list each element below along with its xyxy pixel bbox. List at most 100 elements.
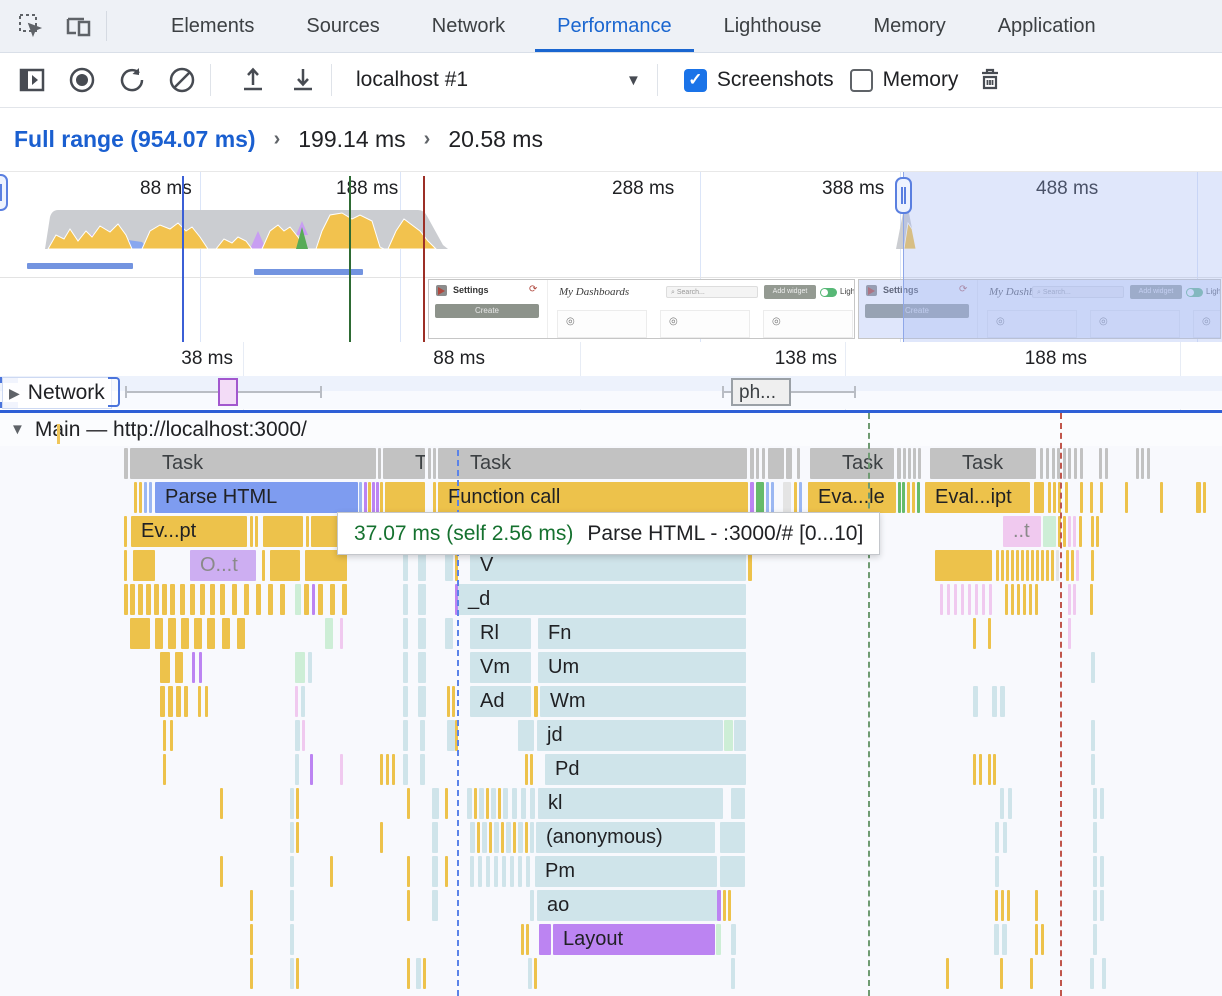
flame-bar-sliver[interactable]	[407, 788, 410, 819]
flame-bar-sliver[interactable]	[1091, 652, 1095, 683]
flame-bar-sliver[interactable]	[445, 618, 453, 649]
flame-bar-sliver[interactable]	[1091, 720, 1095, 751]
flame-bar-sliver[interactable]	[255, 516, 258, 547]
flame-bar-sliver[interactable]	[1090, 958, 1094, 989]
flame-bar-sliver[interactable]	[1035, 890, 1038, 921]
flame-bar-sliver[interactable]	[139, 482, 142, 513]
flame-bar-sliver[interactable]	[1056, 550, 1059, 581]
flame-bar-sliver[interactable]	[1058, 482, 1061, 513]
flame-bar-sliver[interactable]	[734, 720, 746, 751]
flame-bar-sliver[interactable]	[1076, 550, 1079, 581]
flame-bar-sliver[interactable]	[530, 822, 534, 853]
flame-bar-sliver[interactable]	[526, 856, 530, 887]
flame-bar[interactable]: Wm	[540, 686, 746, 717]
flame-bar-sliver[interactable]	[168, 686, 173, 717]
flame-bar-sliver[interactable]	[988, 754, 991, 785]
network-request-bar[interactable]: ph...	[731, 378, 791, 406]
flame-bar-sliver[interactable]	[210, 584, 215, 615]
track-resize-handle[interactable]	[108, 377, 120, 407]
flame-bar-sliver[interactable]	[170, 584, 175, 615]
flame-bar-sliver[interactable]	[1036, 550, 1039, 581]
network-track-header[interactable]: ▶ Network	[2, 377, 112, 409]
flame-bar-sliver[interactable]	[1000, 788, 1004, 819]
flame-bar-sliver[interactable]	[1057, 448, 1060, 479]
flame-bar-sliver[interactable]	[1035, 584, 1038, 615]
flame-bar-sliver[interactable]	[403, 652, 408, 683]
flame-bar-sliver[interactable]	[392, 754, 395, 785]
flame-bar-sliver[interactable]	[723, 890, 726, 921]
save-profile-icon[interactable]	[285, 62, 321, 98]
tab-application[interactable]: Application	[997, 15, 1096, 37]
flame-bar-sliver[interactable]	[385, 482, 425, 513]
flame-bar-sliver[interactable]	[380, 822, 383, 853]
flame-bar-sliver[interactable]	[940, 584, 943, 615]
flame-bar-sliver[interactable]	[1002, 924, 1007, 955]
flame-bar-sliver[interactable]	[996, 550, 999, 581]
flame-bar-sliver[interactable]	[912, 482, 915, 513]
flame-bar-sliver[interactable]	[982, 584, 985, 615]
flame-bar-sliver[interactable]	[973, 686, 978, 717]
flame-bar-sliver[interactable]	[262, 550, 265, 581]
flame-bar-sliver[interactable]	[716, 924, 721, 955]
flame-bar-sliver[interactable]	[199, 652, 202, 683]
flame-bar-sliver[interactable]	[995, 822, 999, 853]
selection-handle-left[interactable]	[0, 174, 8, 211]
flame-bar-sliver[interactable]	[296, 958, 299, 989]
flame-bar-sliver[interactable]	[330, 584, 335, 615]
flame-bar-sliver[interactable]	[482, 822, 487, 853]
flame-bar-sliver[interactable]	[750, 448, 754, 479]
flame-bar-sliver[interactable]	[1065, 482, 1068, 513]
flame-bar-sliver[interactable]	[1043, 516, 1056, 547]
record-button[interactable]	[64, 62, 100, 98]
expanded-caret-icon[interactable]: ▼	[10, 421, 25, 438]
flame-bar-sliver[interactable]	[1046, 550, 1049, 581]
chevron-down-icon[interactable]: ▼	[626, 71, 641, 89]
flame-bar-sliver[interactable]	[968, 584, 971, 615]
flame-bar-sliver[interactable]	[181, 618, 189, 649]
flame-bar-sliver[interactable]	[250, 890, 253, 921]
flame-bar-sliver[interactable]	[418, 652, 426, 683]
flame-bar-sliver[interactable]	[731, 924, 736, 955]
flame-bar-sliver[interactable]	[1080, 448, 1083, 479]
flame-bar-sliver[interactable]	[154, 584, 159, 615]
flame-bar-sliver[interactable]	[498, 788, 501, 819]
flame-bar-sliver[interactable]	[502, 856, 506, 887]
screenshots-checkbox[interactable]: ✓ Screenshots	[683, 68, 834, 92]
flame-bar-sliver[interactable]	[376, 482, 379, 513]
flame-bar-sliver[interactable]	[988, 618, 991, 649]
flame-bar-sliver[interactable]	[1100, 856, 1104, 887]
flame-bar-sliver[interactable]	[312, 584, 315, 615]
flame-bar-sliver[interactable]	[1100, 890, 1104, 921]
flame-bar-sliver[interactable]	[530, 754, 533, 785]
flame-bar-sliver[interactable]	[530, 890, 534, 921]
flame-bar-sliver[interactable]	[1001, 550, 1004, 581]
flame-bar-sliver[interactable]	[1011, 550, 1014, 581]
flame-bar-sliver[interactable]	[160, 686, 165, 717]
flame-bar-sliver[interactable]	[467, 788, 472, 819]
flame-bar[interactable]: Parse HTML	[155, 482, 358, 513]
flame-bar[interactable]: V	[470, 550, 746, 581]
flame-bar-sliver[interactable]	[525, 754, 528, 785]
flame-bar-sliver[interactable]	[403, 754, 408, 785]
flame-bar-sliver[interactable]	[268, 584, 273, 615]
flame-bar-sliver[interactable]	[506, 822, 511, 853]
flame-bar-sliver[interactable]	[918, 448, 921, 479]
flame-bar-sliver[interactable]	[403, 686, 408, 717]
flame-bar-sliver[interactable]	[995, 890, 998, 921]
flame-bar-sliver[interactable]	[973, 754, 976, 785]
flame-bar-sliver[interactable]	[407, 958, 410, 989]
flame-bar-sliver[interactable]	[1147, 448, 1150, 479]
flame-bar-sliver[interactable]	[290, 788, 294, 819]
flame-bar-sliver[interactable]	[168, 618, 176, 649]
flame-bar-sliver[interactable]	[194, 618, 202, 649]
flame-bar-sliver[interactable]	[1090, 482, 1093, 513]
flame-bar-sliver[interactable]	[432, 890, 438, 921]
flame-bar-sliver[interactable]	[1074, 448, 1077, 479]
flame-bar-sliver[interactable]	[1093, 924, 1097, 955]
flame-bar-sliver[interactable]	[1011, 584, 1014, 615]
flame-bar-sliver[interactable]	[1100, 788, 1104, 819]
flame-bar-sliver[interactable]	[403, 720, 408, 751]
flame-bar-sliver[interactable]	[368, 482, 371, 513]
flame-bar-sliver[interactable]	[794, 482, 797, 513]
flame-bar[interactable]: T...	[383, 448, 425, 479]
